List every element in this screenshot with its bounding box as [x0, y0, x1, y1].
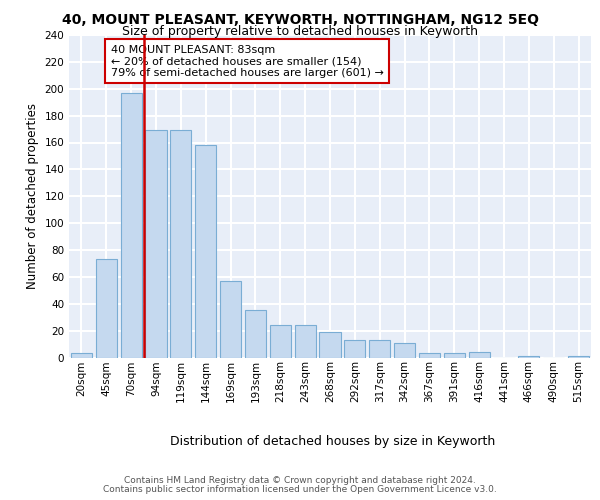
Y-axis label: Number of detached properties: Number of detached properties	[26, 104, 39, 289]
Bar	[121, 93, 142, 357]
Bar	[145, 130, 167, 358]
Text: Contains public sector information licensed under the Open Government Licence v3: Contains public sector information licen…	[103, 485, 497, 494]
Bar	[394, 342, 415, 357]
Text: Size of property relative to detached houses in Keyworth: Size of property relative to detached ho…	[122, 25, 478, 38]
Bar	[444, 354, 465, 358]
Bar	[220, 281, 241, 357]
Bar	[419, 354, 440, 358]
Bar	[170, 130, 191, 358]
Text: Distribution of detached houses by size in Keyworth: Distribution of detached houses by size …	[170, 434, 496, 448]
Bar	[270, 325, 291, 358]
Bar	[195, 145, 216, 358]
Bar	[71, 354, 92, 358]
Bar	[245, 310, 266, 358]
Bar	[369, 340, 390, 357]
Bar	[344, 340, 365, 357]
Text: 40, MOUNT PLEASANT, KEYWORTH, NOTTINGHAM, NG12 5EQ: 40, MOUNT PLEASANT, KEYWORTH, NOTTINGHAM…	[62, 12, 539, 26]
Bar	[469, 352, 490, 358]
Text: Contains HM Land Registry data © Crown copyright and database right 2024.: Contains HM Land Registry data © Crown c…	[124, 476, 476, 485]
Bar	[568, 356, 589, 358]
Bar	[295, 325, 316, 358]
Bar	[319, 332, 341, 357]
Text: 40 MOUNT PLEASANT: 83sqm
← 20% of detached houses are smaller (154)
79% of semi-: 40 MOUNT PLEASANT: 83sqm ← 20% of detach…	[111, 44, 383, 78]
Bar	[518, 356, 539, 358]
Bar	[96, 260, 117, 358]
